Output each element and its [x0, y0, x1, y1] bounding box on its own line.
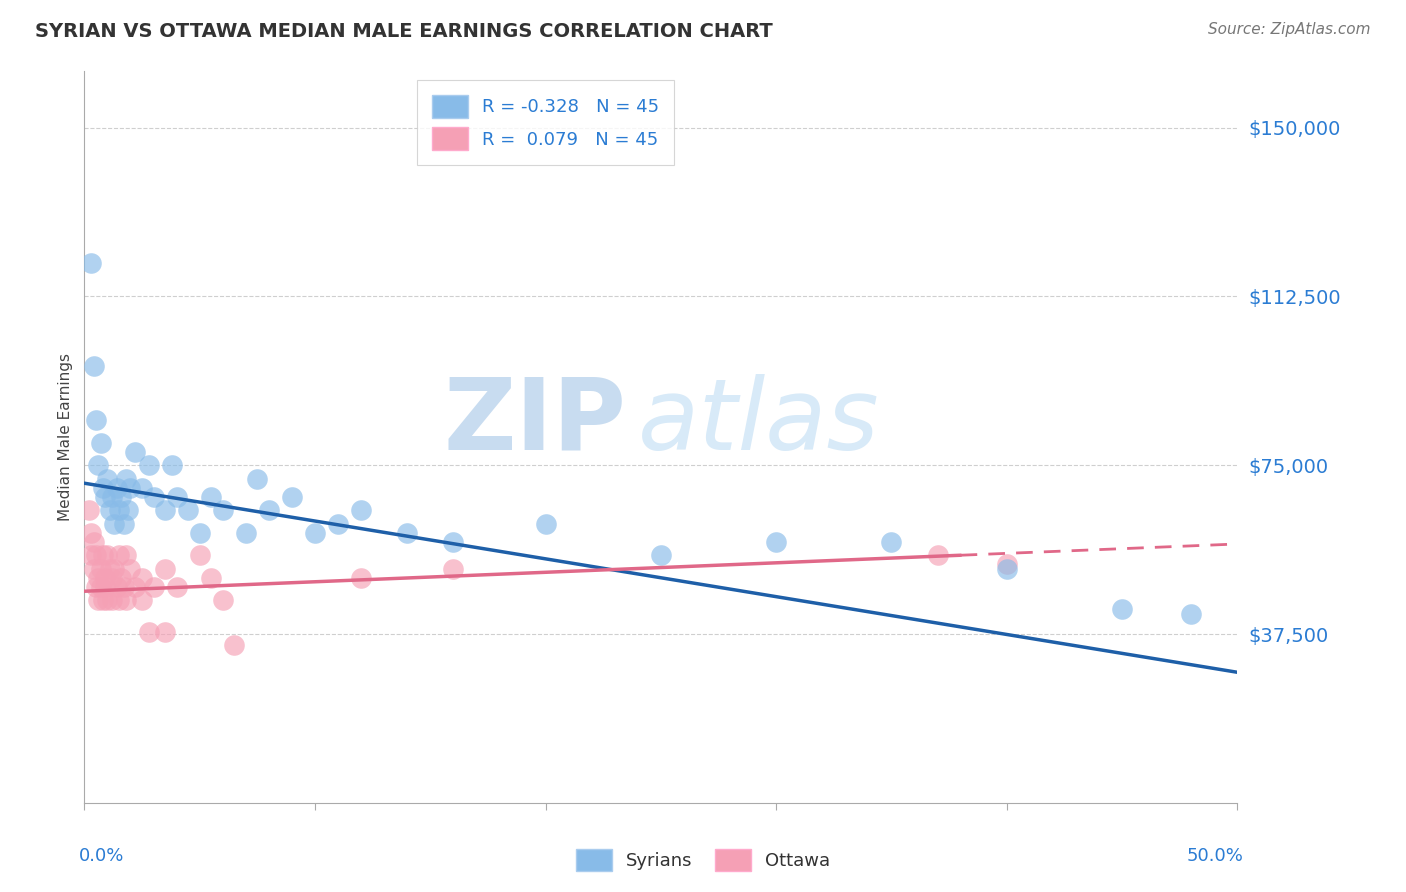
Point	[87, 571, 110, 585]
Point	[131, 571, 153, 585]
Point	[91, 548, 114, 562]
Text: Source: ZipAtlas.com: Source: ZipAtlas.com	[1208, 22, 1371, 37]
Point	[350, 503, 373, 517]
Point	[77, 503, 100, 517]
Point	[91, 593, 114, 607]
Point	[188, 548, 211, 562]
Point	[166, 580, 188, 594]
Point	[441, 534, 464, 549]
Point	[108, 593, 131, 607]
Point	[103, 516, 125, 531]
Point	[120, 562, 142, 576]
Point	[153, 503, 176, 517]
Point	[441, 562, 464, 576]
Point	[91, 481, 114, 495]
Point	[98, 503, 121, 517]
Point	[80, 525, 103, 540]
Point	[96, 593, 118, 607]
Point	[765, 534, 787, 549]
Point	[153, 624, 176, 639]
Point	[927, 548, 949, 562]
Text: 0.0%: 0.0%	[79, 847, 124, 864]
Point	[211, 593, 233, 607]
Point	[83, 534, 105, 549]
Point	[120, 481, 142, 495]
Point	[304, 525, 326, 540]
Point	[257, 503, 280, 517]
Point	[94, 571, 117, 585]
Point	[112, 516, 135, 531]
Point	[115, 548, 138, 562]
Point	[1111, 602, 1133, 616]
Point	[124, 580, 146, 594]
Text: atlas: atlas	[638, 374, 879, 471]
Point	[142, 580, 165, 594]
Point	[84, 580, 107, 594]
Point	[96, 548, 118, 562]
Point	[87, 458, 110, 473]
Text: SYRIAN VS OTTAWA MEDIAN MALE EARNINGS CORRELATION CHART: SYRIAN VS OTTAWA MEDIAN MALE EARNINGS CO…	[35, 22, 773, 41]
Point	[110, 571, 132, 585]
Point	[281, 490, 304, 504]
Legend: R = -0.328   N = 45, R =  0.079   N = 45: R = -0.328 N = 45, R = 0.079 N = 45	[418, 80, 673, 165]
Point	[89, 435, 111, 450]
Point	[131, 481, 153, 495]
Point	[138, 458, 160, 473]
Point	[103, 562, 125, 576]
Point	[142, 490, 165, 504]
Point	[84, 413, 107, 427]
Point	[110, 490, 132, 504]
Point	[160, 458, 183, 473]
Point	[94, 580, 117, 594]
Point	[108, 503, 131, 517]
Point	[89, 580, 111, 594]
Point	[124, 444, 146, 458]
Legend: Syrians, Ottawa: Syrians, Ottawa	[568, 842, 838, 879]
Point	[89, 562, 111, 576]
Point	[880, 534, 903, 549]
Point	[153, 562, 176, 576]
Y-axis label: Median Male Earnings: Median Male Earnings	[58, 353, 73, 521]
Point	[995, 558, 1018, 572]
Point	[115, 593, 138, 607]
Point	[1180, 607, 1202, 621]
Point	[396, 525, 419, 540]
Point	[96, 472, 118, 486]
Point	[83, 359, 105, 374]
Point	[101, 571, 124, 585]
Point	[131, 593, 153, 607]
Point	[80, 548, 103, 562]
Point	[94, 490, 117, 504]
Point	[80, 255, 103, 269]
Point	[101, 593, 124, 607]
Point	[650, 548, 672, 562]
Point	[211, 503, 233, 517]
Point	[84, 548, 107, 562]
Point	[83, 562, 105, 576]
Point	[224, 638, 246, 652]
Text: 50.0%: 50.0%	[1187, 847, 1243, 864]
Point	[87, 593, 110, 607]
Point	[326, 516, 349, 531]
Point	[115, 472, 138, 486]
Point	[108, 548, 131, 562]
Point	[166, 490, 188, 504]
Text: ZIP: ZIP	[443, 374, 626, 471]
Point	[105, 481, 128, 495]
Point	[350, 571, 373, 585]
Point	[98, 562, 121, 576]
Point	[200, 571, 222, 585]
Point	[101, 490, 124, 504]
Point	[177, 503, 200, 517]
Point	[534, 516, 557, 531]
Point	[995, 562, 1018, 576]
Point	[138, 624, 160, 639]
Point	[105, 580, 128, 594]
Point	[200, 490, 222, 504]
Point	[112, 580, 135, 594]
Point	[246, 472, 269, 486]
Point	[235, 525, 257, 540]
Point	[188, 525, 211, 540]
Point	[117, 503, 139, 517]
